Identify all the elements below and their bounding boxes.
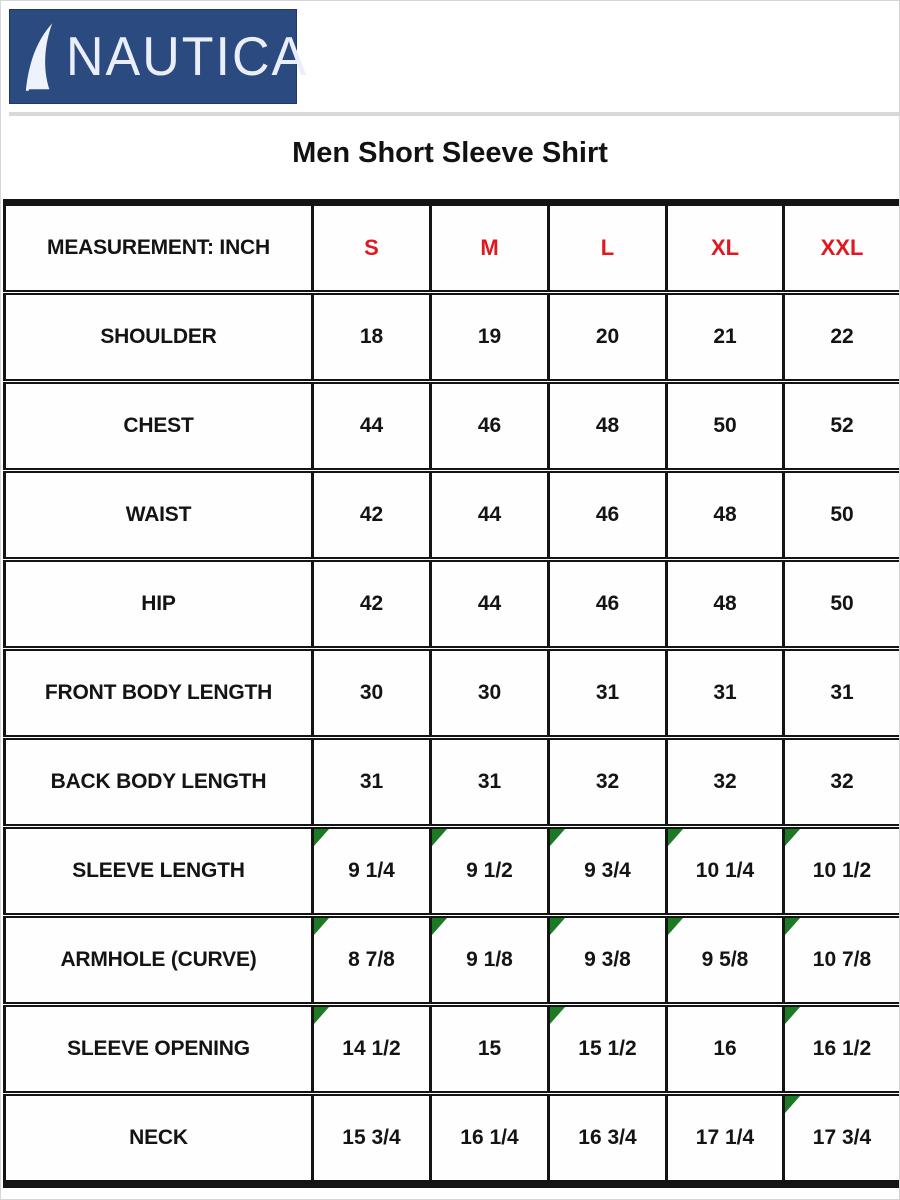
row-label: SLEEVE OPENING xyxy=(3,1002,314,1096)
size-value-cell: 32 xyxy=(665,735,785,829)
size-value-cell: 30 xyxy=(311,646,432,740)
size-value-cell: 48 xyxy=(547,379,668,473)
row-label: SLEEVE LENGTH xyxy=(3,824,314,918)
size-value-cell: 8 7/8 xyxy=(311,913,432,1007)
size-value-cell: 21 xyxy=(665,290,785,384)
size-value-cell: 44 xyxy=(429,468,550,562)
size-value-cell: 15 3/4 xyxy=(311,1091,432,1187)
page-title: Men Short Sleeve Shirt xyxy=(292,137,608,169)
size-value-cell: 46 xyxy=(547,468,668,562)
row-label: NECK xyxy=(3,1091,314,1187)
divider-rule xyxy=(9,112,899,116)
size-value-cell: 42 xyxy=(311,557,432,651)
size-value-cell: 14 1/2 xyxy=(311,1002,432,1096)
size-value-cell: 46 xyxy=(429,379,550,473)
sail-icon xyxy=(25,22,53,91)
size-value-cell: 31 xyxy=(311,735,432,829)
size-value-cell: 42 xyxy=(311,468,432,562)
size-value-cell: 32 xyxy=(782,735,899,829)
size-value-cell: 50 xyxy=(782,468,899,562)
size-value-cell: 9 1/2 xyxy=(429,824,550,918)
row-label: SHOULDER xyxy=(3,290,314,384)
table-row-waist: WAIST 42 44 46 48 50 xyxy=(3,468,899,562)
size-value-cell: 31 xyxy=(547,646,668,740)
size-value-cell: 20 xyxy=(547,290,668,384)
size-header-m: M xyxy=(429,200,550,295)
size-value-cell: 16 3/4 xyxy=(547,1091,668,1187)
table-row-sleeve-length: SLEEVE LENGTH 9 1/4 9 1/2 9 3/4 10 1/4 1… xyxy=(3,824,899,918)
size-value-cell: 15 xyxy=(429,1002,550,1096)
size-value-cell: 30 xyxy=(429,646,550,740)
size-value-cell: 16 xyxy=(665,1002,785,1096)
size-value-cell: 50 xyxy=(665,379,785,473)
size-value-cell: 46 xyxy=(547,557,668,651)
measurement-unit-header: MEASUREMENT: INCH xyxy=(3,200,314,295)
size-value-cell: 9 3/8 xyxy=(547,913,668,1007)
table-row-hip: HIP 42 44 46 48 50 xyxy=(3,557,899,651)
table-row-neck: NECK 15 3/4 16 1/4 16 3/4 17 1/4 17 3/4 xyxy=(3,1091,899,1187)
size-value-cell: 10 1/4 xyxy=(665,824,785,918)
size-header-xxl: XXL xyxy=(782,200,899,295)
header-row: MEASUREMENT: INCH S M L XL XXL xyxy=(3,200,899,295)
size-value-cell: 48 xyxy=(665,557,785,651)
size-value-cell: 31 xyxy=(782,646,899,740)
table-row-back-body-length: BACK BODY LENGTH 31 31 32 32 32 xyxy=(3,735,899,829)
row-label: HIP xyxy=(3,557,314,651)
table-row-armhole-curve: ARMHOLE (CURVE) 8 7/8 9 1/8 9 3/8 9 5/8 … xyxy=(3,913,899,1007)
logo-band: NAUTICA xyxy=(1,1,899,116)
size-header-xl: XL xyxy=(665,200,785,295)
size-value-cell: 9 1/8 xyxy=(429,913,550,1007)
size-value-cell: 15 1/2 xyxy=(547,1002,668,1096)
size-value-cell: 9 1/4 xyxy=(311,824,432,918)
size-value-cell: 44 xyxy=(311,379,432,473)
row-label: CHEST xyxy=(3,379,314,473)
size-value-cell: 19 xyxy=(429,290,550,384)
size-value-cell: 52 xyxy=(782,379,899,473)
size-value-cell: 10 7/8 xyxy=(782,913,899,1007)
size-value-cell: 9 3/4 xyxy=(547,824,668,918)
row-label: ARMHOLE (CURVE) xyxy=(3,913,314,1007)
size-value-cell: 18 xyxy=(311,290,432,384)
logo-text: NAUTICA xyxy=(66,26,309,87)
size-value-cell: 17 1/4 xyxy=(665,1091,785,1187)
size-header-s: S xyxy=(311,200,432,295)
row-label: FRONT BODY LENGTH xyxy=(3,646,314,740)
row-label: BACK BODY LENGTH xyxy=(3,735,314,829)
size-value-cell: 22 xyxy=(782,290,899,384)
size-value-cell: 16 1/2 xyxy=(782,1002,899,1096)
size-value-cell: 48 xyxy=(665,468,785,562)
table-row-chest: CHEST 44 46 48 50 52 xyxy=(3,379,899,473)
size-value-cell: 10 1/2 xyxy=(782,824,899,918)
size-value-cell: 50 xyxy=(782,557,899,651)
size-chart-table: MEASUREMENT: INCH S M L XL XXL SHOULDER … xyxy=(3,199,899,1188)
table-row-front-body-length: FRONT BODY LENGTH 30 30 31 31 31 xyxy=(3,646,899,740)
size-header-l: L xyxy=(547,200,668,295)
title-band: Men Short Sleeve Shirt xyxy=(1,108,899,199)
table-row-shoulder: SHOULDER 18 19 20 21 22 xyxy=(3,290,899,384)
nautica-logo: NAUTICA xyxy=(9,9,306,104)
table-row-sleeve-opening: SLEEVE OPENING 14 1/2 15 15 1/2 16 16 1/… xyxy=(3,1002,899,1096)
size-value-cell: 44 xyxy=(429,557,550,651)
size-value-cell: 16 1/4 xyxy=(429,1091,550,1187)
size-value-cell: 32 xyxy=(547,735,668,829)
size-value-cell: 9 5/8 xyxy=(665,913,785,1007)
size-value-cell: 17 3/4 xyxy=(782,1091,899,1187)
row-label: WAIST xyxy=(3,468,314,562)
size-value-cell: 31 xyxy=(429,735,550,829)
size-value-cell: 31 xyxy=(665,646,785,740)
